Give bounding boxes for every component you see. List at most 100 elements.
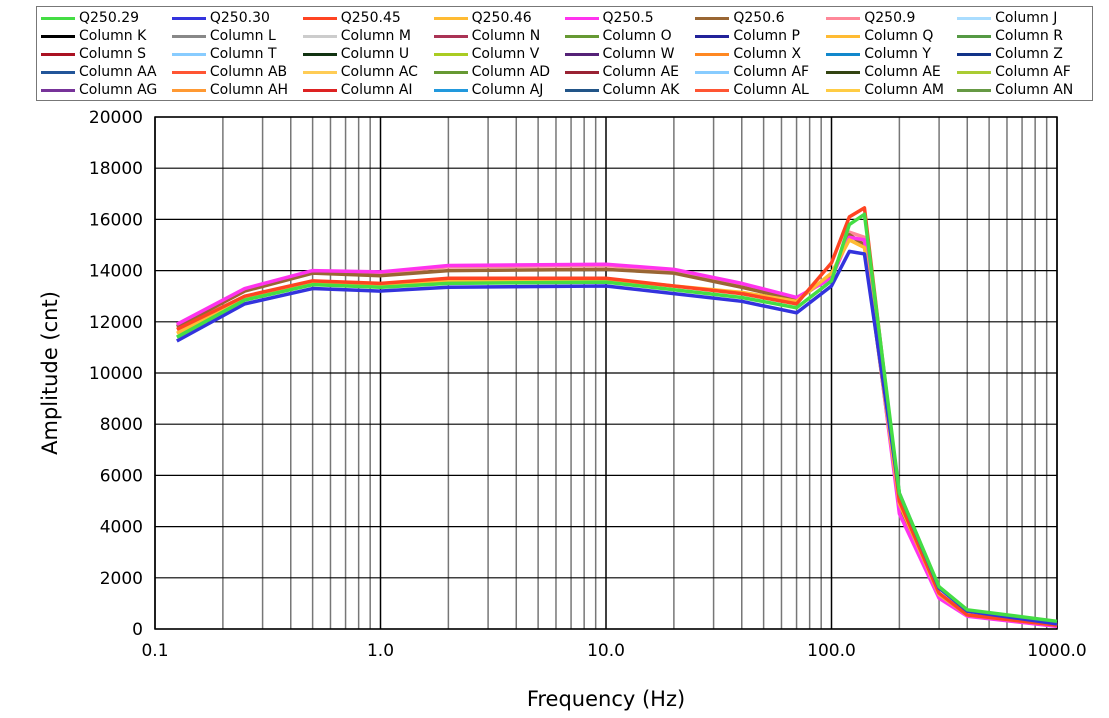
legend-swatch [41, 34, 75, 38]
legend-label: Column AB [209, 64, 288, 80]
legend-swatch [826, 70, 861, 74]
legend-swatch [302, 34, 337, 38]
legend-item: Column AN [957, 81, 1088, 99]
legend-item: Column P [695, 27, 826, 45]
legend-swatch [957, 34, 992, 38]
legend-label: Column N [471, 28, 541, 44]
legend-swatch [695, 70, 730, 74]
legend-swatch [826, 34, 861, 38]
legend-swatch [826, 52, 861, 56]
legend-label: Column AH [209, 82, 289, 98]
legend-item: Column S [41, 45, 172, 63]
legend-swatch [302, 88, 337, 92]
legend-item: Column AF [695, 63, 826, 81]
legend-item: Column AD [433, 63, 565, 81]
legend-item: Column AE [564, 63, 696, 81]
series-line-Q250.29 [176, 212, 1058, 624]
legend-swatch [302, 70, 337, 74]
legend-label: Q250.45 [340, 10, 401, 26]
legend-item: Column L [171, 27, 303, 45]
y-tick-label: 16000 [89, 210, 143, 230]
legend-swatch [695, 88, 730, 92]
legend-label: Column M [340, 28, 411, 44]
legend-swatch [433, 52, 468, 56]
legend-swatch [171, 34, 206, 38]
legend-item: Q250.29 [41, 9, 172, 27]
legend-item: Q250.30 [171, 9, 303, 27]
legend-label: Column AG [79, 82, 158, 98]
legend-swatch [433, 88, 468, 92]
y-tick-label: 0 [132, 620, 143, 640]
legend-label: Column W [602, 46, 675, 62]
legend-swatch [171, 52, 206, 56]
legend-swatch [41, 16, 75, 20]
legend-item: Column V [433, 45, 565, 63]
legend-item: Q250.9 [826, 9, 957, 27]
legend-label: Q250.6 [733, 10, 785, 26]
legend-item: Column AE [826, 63, 957, 81]
legend-swatch [695, 16, 730, 20]
legend-swatch [826, 16, 861, 20]
legend-label: Column AF [733, 64, 810, 80]
legend-item: Column AL [695, 81, 826, 99]
legend-label: Column AI [340, 82, 413, 98]
legend-swatch [564, 88, 599, 92]
legend-label: Column AL [733, 82, 809, 98]
y-tick-label: 4000 [100, 518, 143, 538]
legend-swatch [302, 52, 337, 56]
y-tick-label: 10000 [89, 364, 143, 384]
y-tick-label: 2000 [100, 569, 143, 589]
legend-item: Column N [433, 27, 565, 45]
y-tick-label: 12000 [89, 313, 143, 333]
legend-swatch [564, 16, 599, 20]
legend-item: Column Y [826, 45, 957, 63]
legend-item: Column AK [564, 81, 696, 99]
series-line-Q250.5 [176, 235, 1058, 629]
legend-item: Column X [695, 45, 826, 63]
legend-item: Column AF [957, 63, 1088, 81]
legend-item: Q250.45 [302, 9, 434, 27]
legend-item: Column AA [41, 63, 172, 81]
legend-swatch [695, 52, 730, 56]
legend-swatch [564, 52, 599, 56]
legend-item: Column O [564, 27, 696, 45]
legend-item: Q250.6 [695, 9, 826, 27]
x-tick-label: 1.0 [367, 641, 394, 661]
legend-label: Column P [733, 28, 800, 44]
legend-label: Column K [79, 28, 147, 44]
legend-item: Column K [41, 27, 172, 45]
legend-swatch [433, 70, 468, 74]
legend-label: Column R [995, 28, 1063, 44]
legend-label: Column X [733, 46, 802, 62]
legend-swatch [171, 16, 206, 20]
legend-swatch [564, 34, 599, 38]
legend-item: Column M [302, 27, 434, 45]
legend-item: Column J [957, 9, 1088, 27]
legend-swatch [302, 16, 337, 20]
legend-item: Column W [564, 45, 696, 63]
y-tick-label: 8000 [100, 415, 143, 435]
x-tick-label: 10.0 [587, 641, 625, 661]
legend-item: Column AC [302, 63, 434, 81]
legend-swatch [957, 16, 992, 20]
legend-swatch [171, 88, 206, 92]
legend-item: Column T [171, 45, 303, 63]
legend-label: Column U [340, 46, 410, 62]
legend-item: Column U [302, 45, 434, 63]
plot-border [154, 116, 1058, 630]
legend-label: Column AE [602, 64, 680, 80]
legend-label: Column J [995, 10, 1058, 26]
legend-label: Column AJ [471, 82, 544, 98]
legend-item: Column AJ [433, 81, 565, 99]
legend-label: Q250.9 [864, 10, 916, 26]
legend-label: Column AN [995, 82, 1074, 98]
legend-label: Column AE [864, 64, 941, 80]
legend-label: Column L [209, 28, 276, 44]
x-tick-label: 1000.0 [1027, 641, 1086, 661]
y-axis-label: Amplitude (cnt) [38, 291, 62, 455]
legend-label: Q250.29 [79, 10, 140, 26]
y-tick-label: 6000 [100, 466, 143, 486]
legend-label: Column AD [471, 64, 551, 80]
